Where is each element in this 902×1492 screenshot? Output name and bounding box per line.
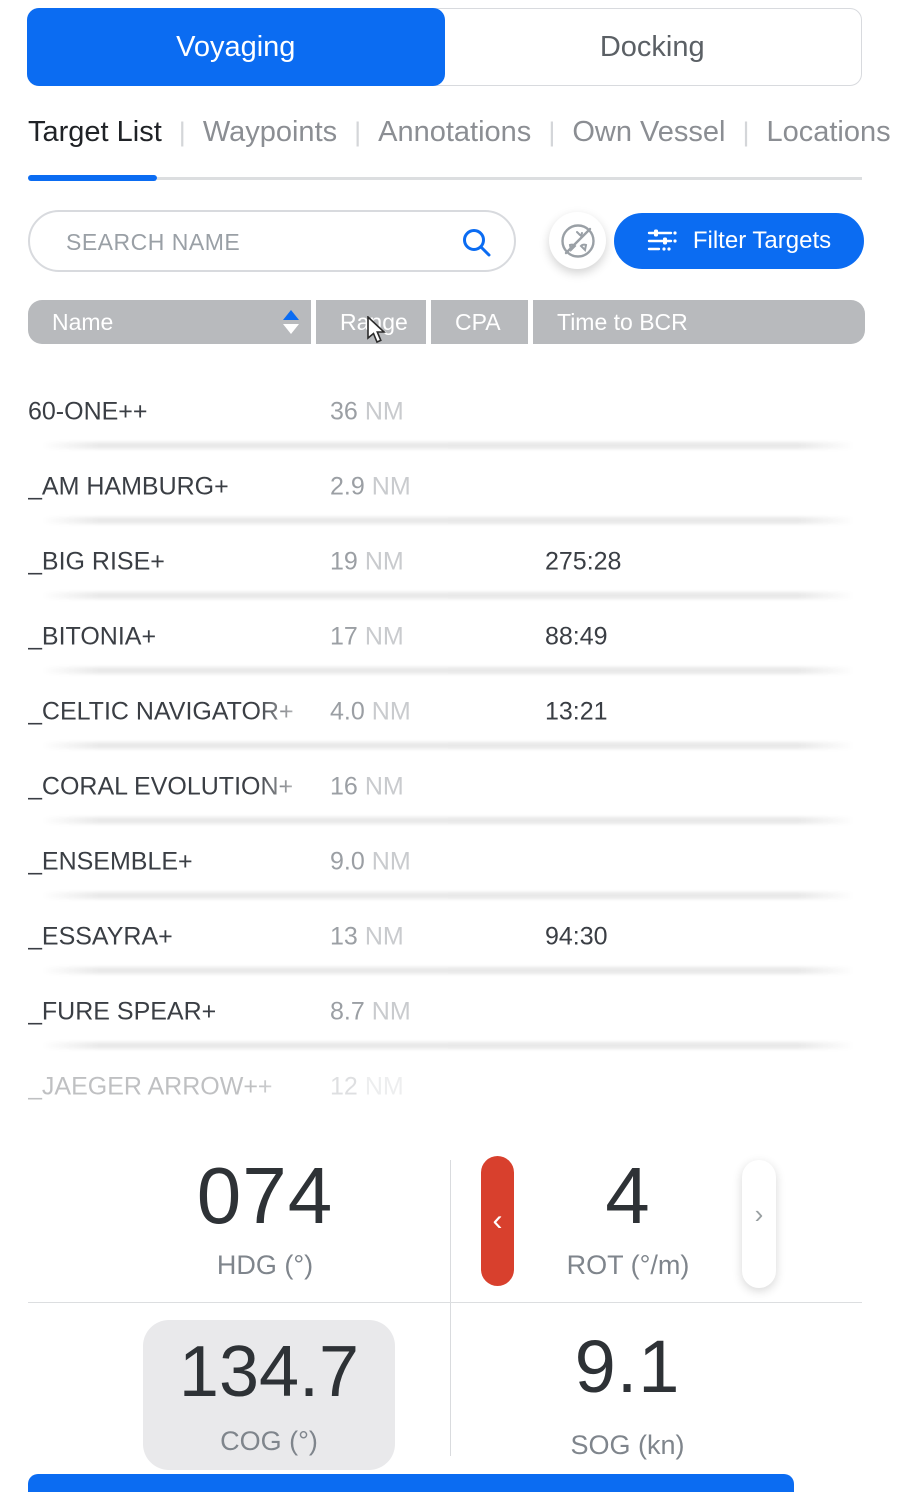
column-label-cpa: CPA [455, 308, 501, 335]
sort-descending-icon [283, 324, 299, 334]
subnav-item-locations[interactable]: Locations [766, 115, 891, 148]
column-label-time-to-bcr: Time to BCR [557, 308, 688, 335]
target-row[interactable]: _CELTIC NAVIGATOR+ 4.0 NM 13:21 [0, 674, 902, 749]
row-separator [42, 742, 854, 749]
target-row[interactable]: _JAEGER ARROW++ 12 NM [0, 1049, 902, 1124]
subnav-separator: | [548, 116, 556, 147]
cog-value: 134.7 [178, 1331, 360, 1412]
target-time-to-bcr: 275:28 [545, 547, 622, 575]
target-row[interactable]: _BIG RISE+ 19 NM 275:28 [0, 524, 902, 599]
subnav-separator: | [354, 116, 362, 147]
sog-label: SOG (kn) [570, 1430, 685, 1460]
row-separator [42, 817, 854, 824]
search-field[interactable] [28, 210, 516, 272]
target-name: _CELTIC NAVIGATOR+ [28, 697, 294, 725]
row-separator [42, 667, 854, 674]
target-list: 60-ONE++ 36 NM _AM HAMBURG+ 2.9 NM _BIG RI… [0, 374, 902, 1124]
target-row[interactable]: _ESSAYRA+ 13 NM 94:30 [0, 899, 902, 974]
tab-docking[interactable]: Docking [599, 30, 705, 63]
target-name: _BIG RISE+ [28, 547, 165, 575]
sog-value: 9.1 [574, 1325, 681, 1408]
table-header: Name Range CPA Time to BCR [28, 300, 865, 344]
subnav-divider [157, 177, 862, 180]
row-separator [42, 967, 854, 974]
target-range: 8.7 NM [330, 997, 411, 1025]
chevron-left-icon: ‹ [492, 1204, 503, 1237]
target-time-to-bcr: 88:49 [545, 622, 608, 650]
target-name: _BITONIA+ [28, 622, 157, 650]
target-range: 9.0 NM [330, 847, 411, 875]
target-name: _ENSEMBLE+ [28, 847, 193, 875]
compass-off-button[interactable] [549, 212, 606, 269]
row-separator [42, 517, 854, 524]
target-range: 4.0 NM [330, 697, 411, 725]
target-name: _JAEGER ARROW++ [28, 1072, 273, 1100]
hdg-value: 074 [196, 1151, 334, 1240]
target-row[interactable]: _AM HAMBURG+ 2.9 NM [0, 449, 902, 524]
rot-decrease-button[interactable]: ‹ [481, 1156, 514, 1286]
column-header-cpa[interactable]: CPA [431, 300, 528, 344]
subnav: Target List | Waypoints | Annotations | … [28, 110, 891, 154]
row-separator [42, 1042, 854, 1049]
column-label-name: Name [52, 308, 114, 335]
row-separator [42, 592, 854, 599]
target-row[interactable]: _ENSEMBLE+ 9.0 NM [0, 824, 902, 899]
panel-horizontal-divider [28, 1302, 862, 1303]
target-row[interactable]: _CORAL EVOLUTION+ 16 NM [0, 749, 902, 824]
filter-targets-label: Filter Targets [692, 227, 832, 254]
target-range: 12 NM [330, 1072, 404, 1100]
target-row[interactable]: 60-ONE++ 36 NM [0, 374, 902, 449]
row-separator [42, 892, 854, 899]
subnav-item-annotations[interactable]: Annotations [378, 115, 532, 148]
mouse-cursor [367, 316, 387, 344]
target-name: 60-ONE++ [28, 397, 148, 425]
compass-off-icon [560, 223, 595, 258]
active-tab-underline [28, 175, 157, 181]
subnav-separator: | [742, 116, 750, 147]
cog-tile[interactable]: 134.7 COG (°) [143, 1320, 395, 1470]
sort-control[interactable] [283, 310, 299, 334]
target-row[interactable]: _BITONIA+ 17 NM 88:49 [0, 599, 902, 674]
target-range: 17 NM [330, 622, 404, 650]
target-name: _ESSAYRA+ [28, 922, 173, 950]
filter-sliders-icon [647, 229, 677, 251]
target-name: _FURE SPEAR+ [28, 997, 217, 1025]
target-name: _CORAL EVOLUTION+ [28, 772, 294, 800]
subnav-item-waypoints[interactable]: Waypoints [202, 115, 338, 148]
row-separator [42, 442, 854, 449]
chevron-right-icon: › [754, 1199, 764, 1229]
bottom-partial-button[interactable] [28, 1474, 794, 1492]
target-range: 16 NM [330, 772, 404, 800]
rot-value: 4 [605, 1151, 651, 1240]
filter-targets-button[interactable]: Filter Targets [614, 213, 864, 269]
hdg-label: HDG (°) [216, 1250, 314, 1280]
target-name: _AM HAMBURG+ [28, 472, 229, 500]
target-time-to-bcr: 94:30 [545, 922, 608, 950]
subnav-item-own-vessel[interactable]: Own Vessel [572, 115, 726, 148]
subnav-separator: | [178, 116, 186, 147]
sort-ascending-icon [283, 310, 299, 320]
panel-vertical-divider [450, 1160, 451, 1456]
target-range: 2.9 NM [330, 472, 411, 500]
rot-increase-button[interactable]: › [742, 1160, 776, 1288]
search-input[interactable] [64, 212, 448, 272]
target-range: 19 NM [330, 547, 404, 575]
target-row[interactable]: _FURE SPEAR+ 8.7 NM [0, 974, 902, 1049]
target-range: 13 NM [330, 922, 404, 950]
tab-voyaging[interactable]: Voyaging [27, 8, 445, 86]
subnav-item-target-list[interactable]: Target List [28, 115, 162, 148]
rot-label: ROT (°/m) [566, 1250, 690, 1280]
target-range: 36 NM [330, 397, 404, 425]
target-time-to-bcr: 13:21 [545, 697, 608, 725]
column-header-name[interactable]: Name [28, 300, 311, 344]
cog-label: COG (°) [220, 1425, 318, 1456]
column-header-time-to-bcr[interactable]: Time to BCR [533, 300, 865, 344]
search-icon[interactable] [460, 226, 494, 260]
mode-segmented-control: Voyaging Docking [27, 8, 862, 86]
